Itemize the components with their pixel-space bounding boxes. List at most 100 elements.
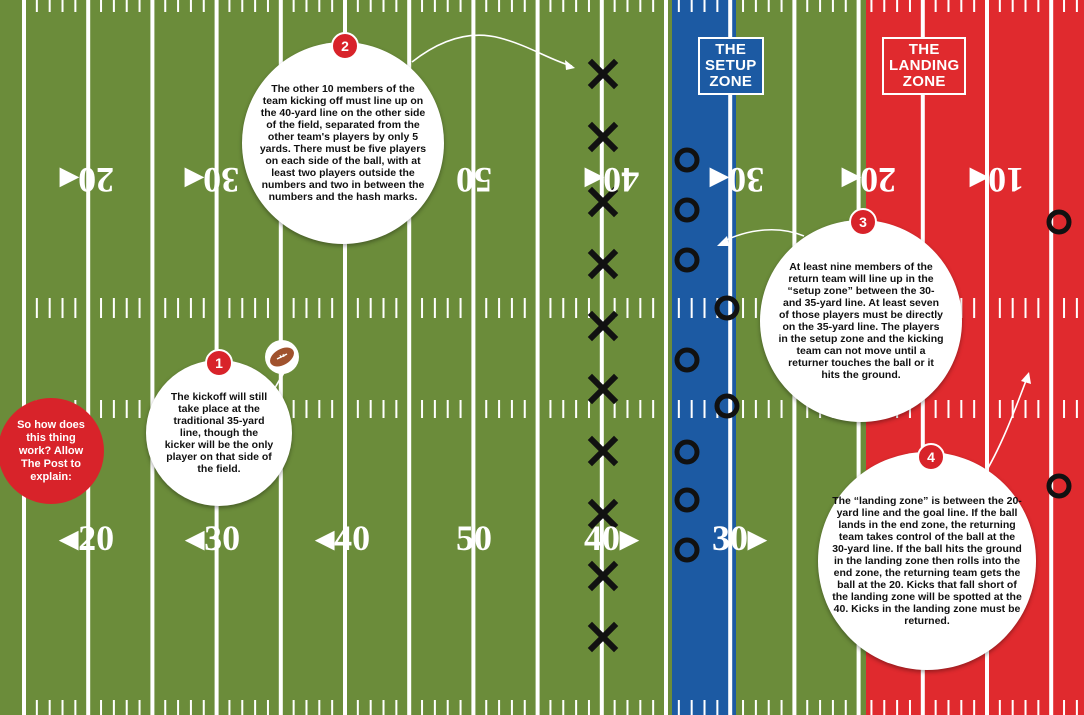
hash-mark [1063, 298, 1066, 318]
hash-mark [806, 0, 809, 12]
hash-mark [780, 0, 783, 12]
callout-3-arrowhead [717, 236, 729, 246]
yard-number-bottom: 40▸ [584, 518, 639, 558]
hash-mark [446, 700, 449, 715]
hash-mark [35, 0, 38, 12]
hash-mark [433, 400, 436, 418]
hash-mark [1011, 400, 1014, 418]
hash-mark [1037, 700, 1040, 715]
hash-mark [35, 700, 38, 715]
hash-mark [1037, 0, 1040, 12]
callout-4-arrow [981, 377, 1028, 479]
x-marker [587, 310, 619, 342]
hash-mark [266, 298, 269, 318]
hash-mark [973, 298, 976, 318]
hash-mark [459, 0, 462, 12]
hash-mark [433, 0, 436, 12]
o-marker [1046, 473, 1072, 499]
hash-mark [125, 298, 128, 318]
hash-mark [934, 700, 937, 715]
hash-mark [1037, 298, 1040, 318]
hash-mark [421, 700, 424, 715]
hash-mark [523, 298, 526, 318]
hash-mark [613, 400, 616, 418]
hash-mark [485, 298, 488, 318]
hash-mark [742, 0, 745, 12]
hash-mark [498, 400, 501, 418]
hash-mark [703, 0, 706, 12]
hash-mark [690, 298, 693, 318]
hash-mark [831, 0, 834, 12]
hash-mark [677, 298, 680, 318]
hash-mark [356, 700, 359, 715]
hash-mark [703, 700, 706, 715]
hash-mark [626, 400, 629, 418]
hash-mark [973, 400, 976, 418]
yard-number-top: 20◂ [842, 160, 897, 200]
hash-mark [254, 700, 257, 715]
yard-line [985, 0, 989, 715]
hash-mark [613, 298, 616, 318]
hash-mark [421, 298, 424, 318]
hash-mark [998, 700, 1001, 715]
hash-mark [177, 0, 180, 12]
hash-mark [421, 0, 424, 12]
hash-mark [819, 0, 822, 12]
hash-mark [973, 0, 976, 12]
hash-mark [305, 0, 308, 12]
hash-mark [382, 298, 385, 318]
x-marker [587, 121, 619, 153]
hash-mark [331, 400, 334, 418]
hash-mark [742, 298, 745, 318]
hash-mark [870, 0, 873, 12]
hash-mark [896, 0, 899, 12]
hash-mark [369, 298, 372, 318]
hash-mark [754, 400, 757, 418]
hash-mark [639, 400, 642, 418]
hash-mark [356, 400, 359, 418]
hash-mark [485, 0, 488, 12]
hash-mark [395, 0, 398, 12]
callout-1-badge: 1 [205, 349, 233, 377]
hash-mark [138, 400, 141, 418]
hash-mark [510, 298, 513, 318]
hash-mark [1075, 700, 1078, 715]
hash-mark [138, 298, 141, 318]
hash-mark [934, 0, 937, 12]
yard-number-top: 30◂ [710, 160, 765, 200]
yard-line [150, 0, 155, 715]
hash-mark [575, 400, 578, 418]
hash-mark [690, 700, 693, 715]
hash-mark [266, 700, 269, 715]
hash-mark [395, 400, 398, 418]
hash-mark [549, 700, 552, 715]
callout-4-bubble: The “landing zone” is between the 20-yar… [818, 452, 1036, 670]
hash-mark [998, 298, 1001, 318]
hash-mark [100, 400, 103, 418]
hash-mark [189, 298, 192, 318]
hash-mark [677, 0, 680, 12]
o-marker [714, 295, 740, 321]
o-marker [674, 197, 700, 223]
hash-mark [652, 700, 655, 715]
hash-mark [639, 0, 642, 12]
hash-mark [112, 700, 115, 715]
hash-mark [254, 298, 257, 318]
hash-mark [639, 298, 642, 318]
x-marker [587, 373, 619, 405]
hash-mark [382, 400, 385, 418]
hash-mark [587, 700, 590, 715]
hash-mark [421, 400, 424, 418]
callout-1-text: The kickoff will still take place at the… [164, 391, 274, 475]
hash-mark [48, 700, 51, 715]
hash-mark [754, 298, 757, 318]
hash-mark [395, 700, 398, 715]
hash-mark [446, 0, 449, 12]
hash-mark [587, 0, 590, 12]
setup-zone-label: THE SETUP ZONE [698, 37, 764, 95]
football-icon [265, 340, 299, 374]
hash-mark [202, 0, 205, 12]
hash-mark [960, 0, 963, 12]
hash-mark [613, 0, 616, 12]
x-marker [587, 248, 619, 280]
